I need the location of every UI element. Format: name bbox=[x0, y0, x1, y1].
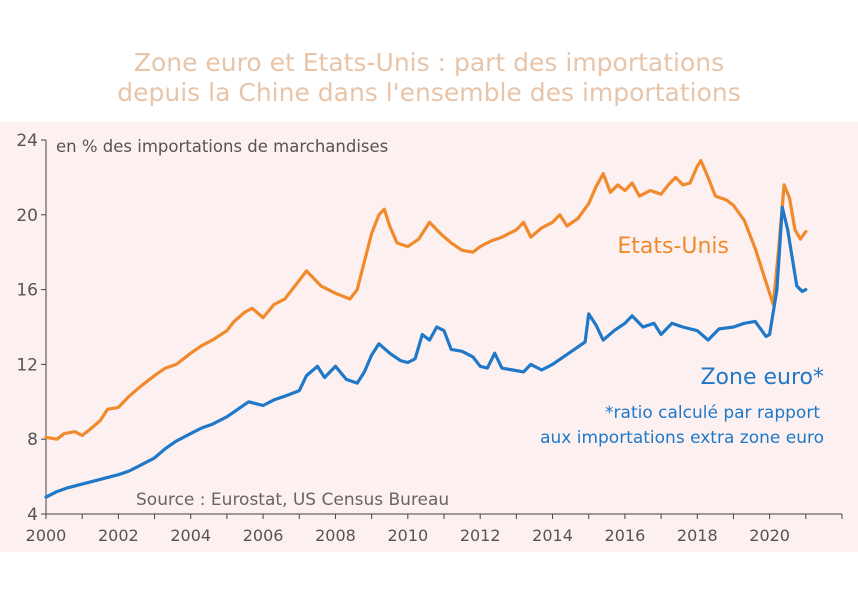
chart-title-line-2: depuis la Chine dans l'ensemble des impo… bbox=[117, 78, 741, 107]
y-tick-label: 4 bbox=[27, 505, 38, 525]
note-line-2: aux importations extra zone euro bbox=[540, 428, 824, 448]
unit-label: en % des importations de marchandises bbox=[56, 137, 388, 156]
series-line-zone-euro bbox=[44, 205, 808, 499]
text-layer: en % des importations de marchandises Et… bbox=[56, 137, 824, 510]
y-tick-label: 8 bbox=[27, 430, 38, 450]
chart-title-line-1: Zone euro et Etats-Unis : part des impor… bbox=[133, 48, 725, 77]
x-tick-label: 2002 bbox=[98, 526, 139, 545]
series-label-etats-unis: Etats-Unis bbox=[617, 234, 729, 259]
x-tick-label: 2008 bbox=[315, 526, 356, 545]
axis-layer: 4 8 12 16 20 24 2000 2002 2004 2006 2008 2010 2012 20… bbox=[16, 131, 843, 545]
x-tick-label: 2012 bbox=[460, 526, 501, 545]
x-tick-label: 2004 bbox=[170, 526, 211, 545]
series-line-etats-unis bbox=[44, 159, 808, 441]
y-tick-label: 12 bbox=[16, 355, 38, 375]
x-tick-label: 2016 bbox=[605, 526, 646, 545]
x-tick-label: 2010 bbox=[387, 526, 428, 545]
source-label: Source : Eurostat, US Census Bureau bbox=[136, 490, 449, 510]
series-layer bbox=[44, 159, 808, 499]
x-tick-label: 2020 bbox=[749, 526, 790, 545]
y-tick-label: 16 bbox=[16, 281, 38, 301]
x-tick-label: 2014 bbox=[532, 526, 573, 545]
note-line-1: *ratio calculé par rapport bbox=[605, 403, 820, 423]
y-tick-label: 20 bbox=[16, 206, 38, 226]
series-label-zone-euro: Zone euro* bbox=[700, 365, 824, 390]
x-tick-label: 2006 bbox=[243, 526, 284, 545]
chart-title: Zone euro et Etats-Unis : part des impor… bbox=[0, 48, 858, 108]
x-tick-label: 2000 bbox=[26, 526, 67, 545]
x-tick-label: 2018 bbox=[677, 526, 718, 545]
y-tick-label: 24 bbox=[16, 131, 38, 151]
